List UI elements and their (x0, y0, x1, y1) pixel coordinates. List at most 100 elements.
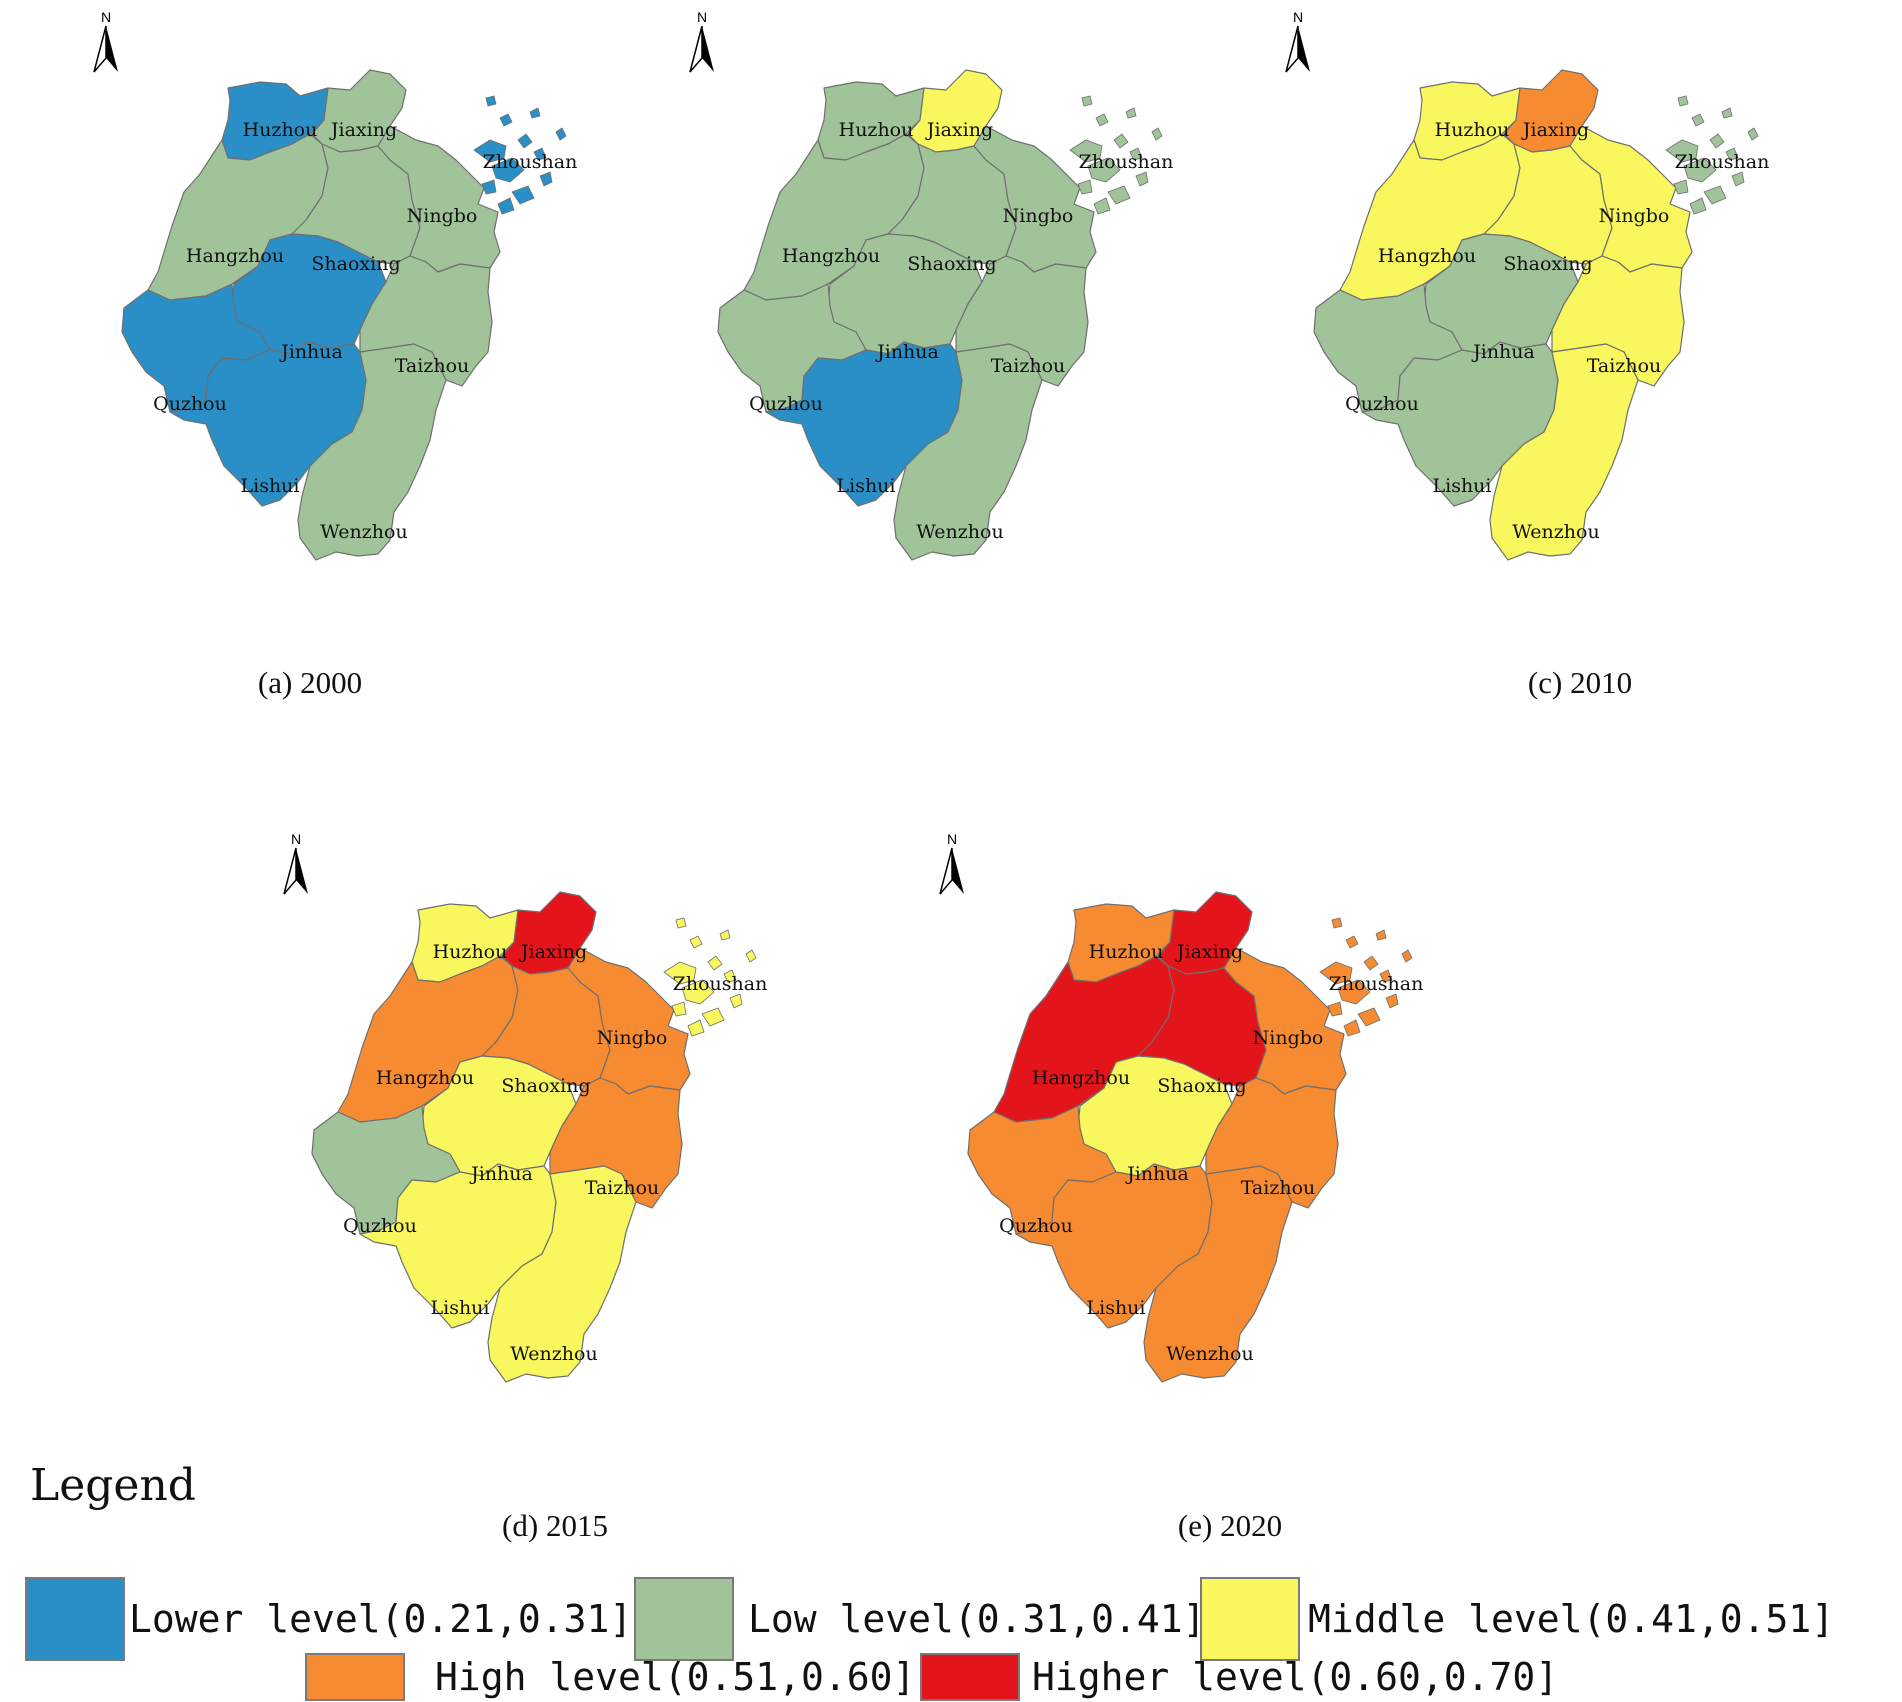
city-label-hangzhou: Hangzhou (376, 1067, 474, 1089)
city-label-lishui: Lishui (241, 475, 300, 497)
city-label-zhoushan: Zhoushan (1675, 151, 1770, 173)
region-ningbo (1223, 947, 1347, 1095)
legend-title: Legend (30, 1460, 196, 1511)
north-arrow-icon: N (93, 9, 118, 73)
city-label-ningbo: Ningbo (407, 205, 478, 227)
caption-2010: (c) 2010 (1527, 665, 1633, 700)
city-label-lishui: Lishui (1433, 475, 1492, 497)
city-label-shaoxing: Shaoxing (501, 1075, 590, 1097)
city-label-taizhou: Taizhou (395, 355, 470, 377)
city-label-ningbo: Ningbo (1599, 205, 1670, 227)
caption-2015: (d) 2015 (502, 1508, 608, 1543)
city-label-hangzhou: Hangzhou (1032, 1067, 1130, 1089)
north-label: N (947, 831, 957, 847)
city-label-jinhua: Jinhua (1125, 1163, 1189, 1185)
city-label-zhoushan: Zhoushan (1329, 973, 1424, 995)
city-label-wenzhou: Wenzhou (1512, 521, 1599, 543)
city-label-quzhou: Quzhou (1345, 393, 1419, 415)
city-label-jiaxing: Jiaxing (1521, 119, 1589, 141)
city-label-shaoxing: Shaoxing (311, 253, 400, 275)
map-panel-2000: N Huzhou Jiaxing Hangzhou Shaoxing Ningbo Jinh… (60, 0, 620, 580)
city-label-jiaxing: Jiaxing (925, 119, 993, 141)
city-label-shaoxing: Shaoxing (1503, 253, 1592, 275)
city-label-taizhou: Taizhou (1241, 1177, 1316, 1199)
map-panel-2020: N Huzhou Jiaxing Hangzhou Shaoxing Ningbo Jinh… (906, 822, 1466, 1402)
city-label-quzhou: Quzhou (999, 1215, 1073, 1237)
legend-label-higher: Higher level(0.60,0.70] (1032, 1655, 1559, 1699)
city-label-ningbo: Ningbo (597, 1027, 668, 1049)
city-label-huzhou: Huzhou (433, 941, 508, 963)
region-zhoushan (1319, 917, 1413, 1037)
map-panel-2015: N Huzhou Jiaxing Hangzhou Shaoxing Ningbo Jinh… (250, 822, 810, 1402)
legend-label-middle: Middle level(0.41,0.51] (1308, 1597, 1835, 1641)
legend-label-lower: Lower level(0.21,0.31] (129, 1597, 633, 1641)
city-label-quzhou: Quzhou (343, 1215, 417, 1237)
legend-item-lower: Lower level(0.21,0.31] (25, 1574, 632, 1664)
region-ningbo (377, 125, 501, 273)
city-label-taizhou: Taizhou (1587, 355, 1662, 377)
city-label-lishui: Lishui (431, 1297, 490, 1319)
city-label-hangzhou: Hangzhou (186, 245, 284, 267)
region-zhoushan (663, 917, 757, 1037)
city-label-jinhua: Jinhua (875, 341, 939, 363)
north-label: N (1293, 9, 1303, 25)
north-arrow-icon: N (1285, 9, 1310, 73)
legend-item-low: Low level(0.31,0.41] (634, 1574, 1206, 1664)
region-zhoushan (1069, 95, 1163, 215)
legend-swatch-higher (920, 1653, 1020, 1701)
city-label-jinhua: Jinhua (1471, 341, 1535, 363)
legend-swatch-high (305, 1653, 405, 1701)
north-label: N (291, 831, 301, 847)
city-label-hangzhou: Hangzhou (782, 245, 880, 267)
region-wenzhou (297, 343, 447, 561)
region-wenzhou (1143, 1165, 1293, 1383)
zhejiang-map: N Huzhou Jiaxing Hangzhou Shaoxing Ningbo Jinh… (939, 831, 1424, 1383)
region-wenzhou (893, 343, 1043, 561)
city-label-jiaxing: Jiaxing (329, 119, 397, 141)
legend-label-low: Low level(0.31,0.41] (748, 1597, 1206, 1641)
city-label-huzhou: Huzhou (1089, 941, 1164, 963)
city-label-zhoushan: Zhoushan (1079, 151, 1174, 173)
city-label-jinhua: Jinhua (469, 1163, 533, 1185)
zhejiang-map: N Huzhou Jiaxing Hangzhou Shaoxing Ningbo Jinh… (689, 9, 1174, 561)
map-panel-2005: N Huzhou Jiaxing Hangzhou Shaoxing Ningbo Jinh… (656, 0, 1216, 580)
zhejiang-map: N Huzhou Jiaxing Hangzhou Shaoxing Ningbo Jinh… (283, 831, 768, 1383)
legend-item-higher: Higher level(0.60,0.70] (920, 1652, 1558, 1702)
zhejiang-map: N Huzhou Jiaxing Hangzhou Shaoxing Ningbo Jinh… (1285, 9, 1770, 561)
map-panel-2010: N Huzhou Jiaxing Hangzhou Shaoxing Ningbo Jinh… (1252, 0, 1812, 580)
city-label-jiaxing: Jiaxing (1175, 941, 1243, 963)
region-ningbo (973, 125, 1097, 273)
legend-item-middle: Middle level(0.41,0.51] (1200, 1574, 1834, 1664)
city-label-shaoxing: Shaoxing (1157, 1075, 1246, 1097)
city-label-zhoushan: Zhoushan (483, 151, 578, 173)
city-label-shaoxing: Shaoxing (907, 253, 996, 275)
region-wenzhou (487, 1165, 637, 1383)
city-label-hangzhou: Hangzhou (1378, 245, 1476, 267)
city-label-taizhou: Taizhou (991, 355, 1066, 377)
city-label-ningbo: Ningbo (1253, 1027, 1324, 1049)
city-label-wenzhou: Wenzhou (510, 1343, 597, 1365)
region-ningbo (1569, 125, 1693, 273)
city-label-zhoushan: Zhoushan (673, 973, 768, 995)
north-arrow-icon: N (689, 9, 714, 73)
legend-label-high: High level(0.51,0.60] (435, 1655, 916, 1699)
legend-swatch-low (634, 1577, 734, 1661)
zhejiang-map: N Huzhou Jiaxing Hangzhou Shaoxing Ningbo Jinh… (93, 9, 578, 561)
city-label-quzhou: Quzhou (153, 393, 227, 415)
city-label-lishui: Lishui (1087, 1297, 1146, 1319)
city-label-huzhou: Huzhou (243, 119, 318, 141)
region-zhoushan (1665, 95, 1759, 215)
north-arrow-icon: N (939, 831, 964, 895)
region-ningbo (567, 947, 691, 1095)
north-label: N (101, 9, 111, 25)
city-label-jiaxing: Jiaxing (519, 941, 587, 963)
city-label-lishui: Lishui (837, 475, 896, 497)
region-wenzhou (1489, 343, 1639, 561)
north-arrow-icon: N (283, 831, 308, 895)
city-label-huzhou: Huzhou (839, 119, 914, 141)
legend-item-high: High level(0.51,0.60] (305, 1652, 915, 1702)
caption-2020: (e) 2020 (1177, 1508, 1283, 1543)
city-label-wenzhou: Wenzhou (1166, 1343, 1253, 1365)
city-label-wenzhou: Wenzhou (916, 521, 1003, 543)
caption-2000: (a) 2000 (257, 665, 363, 700)
